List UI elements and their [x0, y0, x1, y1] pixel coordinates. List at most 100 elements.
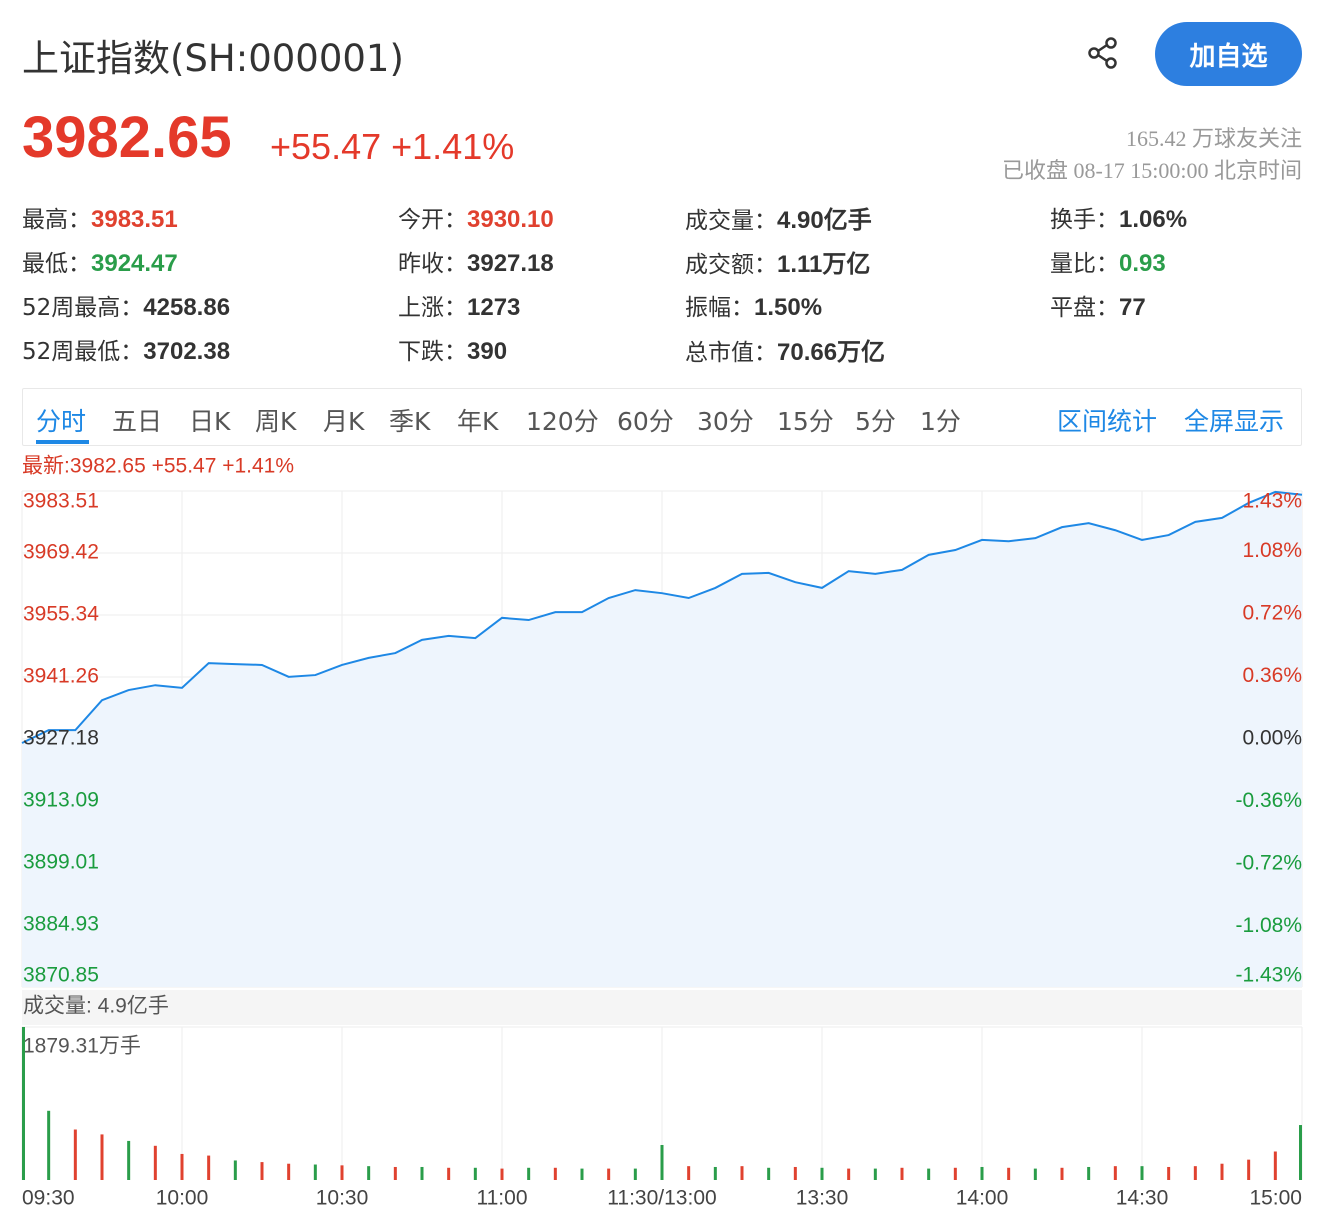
tab[interactable]: 周K: [255, 407, 297, 436]
volume-bar: [473, 1167, 477, 1180]
stat-value: 3983.51: [91, 206, 178, 233]
stat-label: 上涨：: [398, 295, 467, 321]
tab[interactable]: 30分: [697, 407, 754, 436]
volume-bar: [1273, 1151, 1277, 1180]
stat-label: 今开：: [398, 207, 467, 233]
link[interactable]: 全屏显示: [1184, 407, 1285, 436]
tab[interactable]: 60分: [617, 407, 674, 436]
volume-bar: [553, 1167, 557, 1180]
stat-value: 4.90亿手: [777, 207, 872, 234]
tab[interactable]: 15分: [777, 407, 834, 436]
change: +55.47 +1.41%: [270, 126, 514, 168]
y2-tick-label: 1.43%: [1242, 490, 1302, 513]
stat-value: 1.06%: [1119, 206, 1188, 233]
y-tick-label: 3913.09: [23, 789, 99, 812]
x-tick-label: 10:30: [316, 1187, 369, 1210]
follow-button[interactable]: 加自选: [1155, 22, 1302, 86]
y2-tick-label: -0.72%: [1235, 851, 1302, 874]
stat: 上涨：1273: [398, 288, 520, 322]
volume-bar: [22, 1027, 25, 1180]
y-tick-label: 3927.18: [23, 727, 99, 750]
volume-bar: [660, 1144, 664, 1180]
link[interactable]: 区间统计: [1057, 407, 1158, 436]
followers: 165.42 万球友关注: [1125, 126, 1302, 151]
y2-tick-label: -1.08%: [1235, 914, 1302, 937]
volume-bar: [1140, 1166, 1144, 1180]
stat-label: 成交额：: [685, 252, 777, 278]
volume-bar: [527, 1167, 531, 1180]
stat-label: 最低：: [22, 251, 91, 277]
tab[interactable]: 日K: [189, 407, 231, 436]
tab[interactable]: 五日: [112, 407, 163, 436]
volume-bar: [153, 1145, 157, 1180]
volume-bar: [767, 1167, 771, 1180]
y2-tick-label: 0.00%: [1242, 727, 1302, 750]
volume-bar: [740, 1166, 744, 1180]
stat: 下跌：390: [398, 332, 507, 366]
stat-value: 3702.38: [143, 338, 231, 365]
change-percent: +1.41%: [391, 126, 515, 167]
volume-bar: [793, 1166, 797, 1180]
stat: 52周最高：4258.86: [22, 288, 230, 322]
price-line: [21, 490, 1303, 744]
tab[interactable]: 120分: [526, 407, 599, 436]
volume-bar: [1167, 1166, 1171, 1180]
volume-bar: [1247, 1159, 1251, 1180]
volume-bar: [180, 1153, 184, 1180]
x-tick-label: 14:00: [956, 1187, 1009, 1210]
title: 上证指数(SH:000001): [22, 37, 404, 80]
volume-bar: [580, 1168, 584, 1180]
y-tick-label: 3955.34: [23, 603, 99, 626]
y-tick-label: 3899.01: [23, 851, 99, 874]
tab[interactable]: 1分: [920, 407, 961, 436]
stat-value: 3927.18: [467, 250, 554, 277]
tab[interactable]: 分时: [36, 407, 87, 436]
stat: 总市值：70.66万亿: [685, 332, 885, 367]
area: [22, 491, 1302, 987]
volume-bar: [633, 1168, 637, 1180]
stat-value: 77: [1119, 294, 1146, 321]
status: 已收盘 08-17 15:00:00 北京时间: [1001, 158, 1302, 183]
legend: 最新:3982.65 +55.47 +1.41%: [22, 455, 294, 478]
stat-value: 3930.10: [467, 206, 554, 233]
stat: 今开：3930.10: [398, 200, 554, 234]
tab[interactable]: 季K: [389, 407, 431, 436]
share-icon[interactable]: [1086, 36, 1120, 70]
volume-bar: [1087, 1166, 1091, 1180]
x-tick-label: 11:00: [477, 1187, 528, 1210]
volume-bar: [1220, 1163, 1224, 1180]
stat-label: 平盘：: [1050, 295, 1119, 321]
volume-bar: [393, 1166, 397, 1180]
volume-bar: [687, 1166, 691, 1180]
volume-bar: [287, 1163, 291, 1180]
stat: 最高：3983.51: [22, 200, 178, 234]
y-tick-label: 3983.51: [23, 490, 99, 513]
volume-bar: [500, 1168, 504, 1180]
tab[interactable]: 月K: [323, 407, 365, 436]
stat: 振幅：1.50%: [685, 288, 822, 322]
tab[interactable]: 年K: [457, 407, 499, 436]
volume-bar: [420, 1166, 424, 1180]
volume-bar: [953, 1167, 957, 1180]
stat: 换手：1.06%: [1050, 200, 1187, 234]
stat-label: 成交量：: [685, 208, 777, 234]
stat-value: 1.11万亿: [777, 251, 871, 278]
y2-tick-label: 0.72%: [1242, 602, 1302, 625]
stat-value: 0.93: [1119, 250, 1166, 277]
volume-bar: [1007, 1167, 1011, 1180]
stat-value: 3924.47: [91, 250, 178, 277]
volume-bar: [1193, 1166, 1197, 1180]
y2-tick-label: -0.36%: [1235, 789, 1302, 812]
volume-bar: [927, 1168, 931, 1180]
stat: 成交额：1.11万亿: [685, 244, 870, 279]
volume-bar: [607, 1168, 611, 1180]
price: 3982.65: [22, 105, 232, 170]
volume-bar: [313, 1164, 317, 1180]
tab-underline: [36, 440, 89, 444]
volume-bar: [260, 1162, 264, 1180]
y-tick-label: 3870.85: [23, 964, 99, 987]
volume-bar: [340, 1165, 344, 1180]
tab[interactable]: 5分: [855, 407, 896, 436]
